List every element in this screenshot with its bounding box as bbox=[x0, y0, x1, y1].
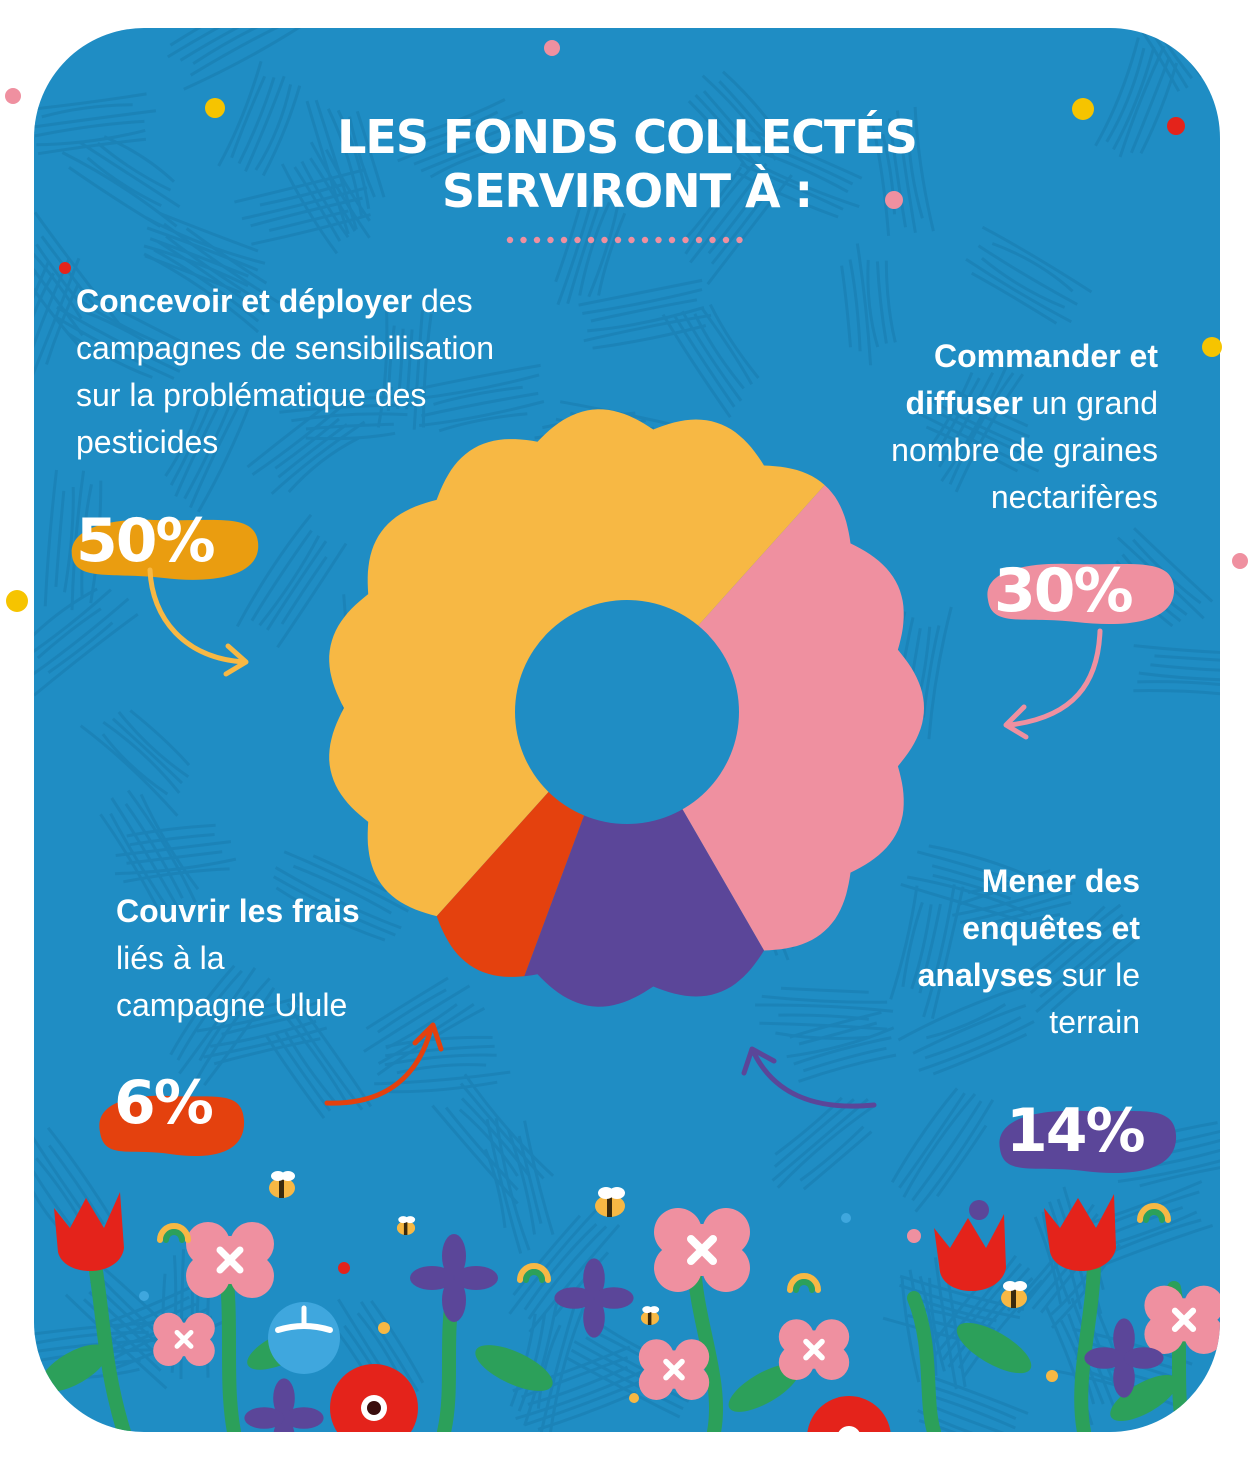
arrow-couvrir bbox=[324, 1022, 444, 1106]
decor-flowers-bottom bbox=[40, 1171, 1220, 1432]
page-title: LES FONDS COLLECTÉS SERVIRONT À : bbox=[34, 110, 1220, 218]
title-line-1: LES FONDS COLLECTÉS bbox=[337, 110, 918, 164]
scatter-dots bbox=[139, 1200, 1058, 1403]
arrow-mener bbox=[741, 1046, 877, 1109]
arrow-commander bbox=[1003, 628, 1103, 740]
slice-mener bbox=[505, 708, 794, 1007]
label-concevoir-bold: Concevoir et déployer bbox=[76, 283, 413, 319]
label-commander: Commander et diffuser un grand nombre de… bbox=[858, 333, 1158, 521]
label-couvrir: Couvrir les frais liés à la campagne Ulu… bbox=[116, 888, 376, 1029]
arrow-concevoir bbox=[147, 567, 249, 677]
violet-purple-icon bbox=[244, 1234, 1164, 1432]
label-couvrir-bold: Couvrir les frais bbox=[116, 893, 360, 929]
ulule-logo-icon bbox=[268, 1302, 340, 1374]
badge-commander bbox=[987, 563, 1175, 625]
badge-mener bbox=[999, 1110, 1177, 1174]
rainbow-icon bbox=[157, 1203, 1171, 1293]
label-mener: Mener des enquêtes et analyses sur le te… bbox=[888, 858, 1140, 1046]
title-line-2: SERVIRONT À : bbox=[441, 164, 813, 218]
label-commander-bold: Commander et diffuser bbox=[905, 338, 1158, 421]
infographic-card: LES FONDS COLLECTÉS SERVIRONT À : Concev… bbox=[34, 28, 1220, 1432]
label-couvrir-text: liés à la campagne Ulule bbox=[116, 940, 348, 1023]
flower-pie-chart bbox=[329, 409, 924, 1007]
pct-couvrir: 6% bbox=[114, 1068, 214, 1138]
label-commander-text: un grand nombre de graines nectarifères bbox=[891, 385, 1158, 515]
label-mener-bold: Mener des enquêtes et analyses bbox=[917, 863, 1140, 993]
poppy-red-icon bbox=[330, 1364, 891, 1432]
pct-mener: 14% bbox=[1006, 1096, 1146, 1166]
leaves bbox=[40, 1322, 1178, 1422]
pct-concevoir: 50% bbox=[76, 506, 216, 576]
blossom-pink-icon bbox=[153, 1208, 1220, 1400]
label-concevoir-text: des campagnes de sensibilisation sur la … bbox=[76, 283, 495, 460]
tulip-red-icon bbox=[54, 1192, 1116, 1292]
badge-concevoir bbox=[71, 519, 259, 580]
pie-center-hole bbox=[515, 600, 739, 824]
label-concevoir: Concevoir et déployer des campagnes de s… bbox=[76, 278, 506, 466]
pct-commander: 30% bbox=[994, 556, 1134, 626]
title-underline-dots bbox=[506, 236, 743, 244]
badge-couvrir bbox=[99, 1095, 245, 1157]
bee-icon bbox=[269, 1171, 1027, 1325]
label-mener-text: sur le terrain bbox=[1049, 957, 1140, 1040]
